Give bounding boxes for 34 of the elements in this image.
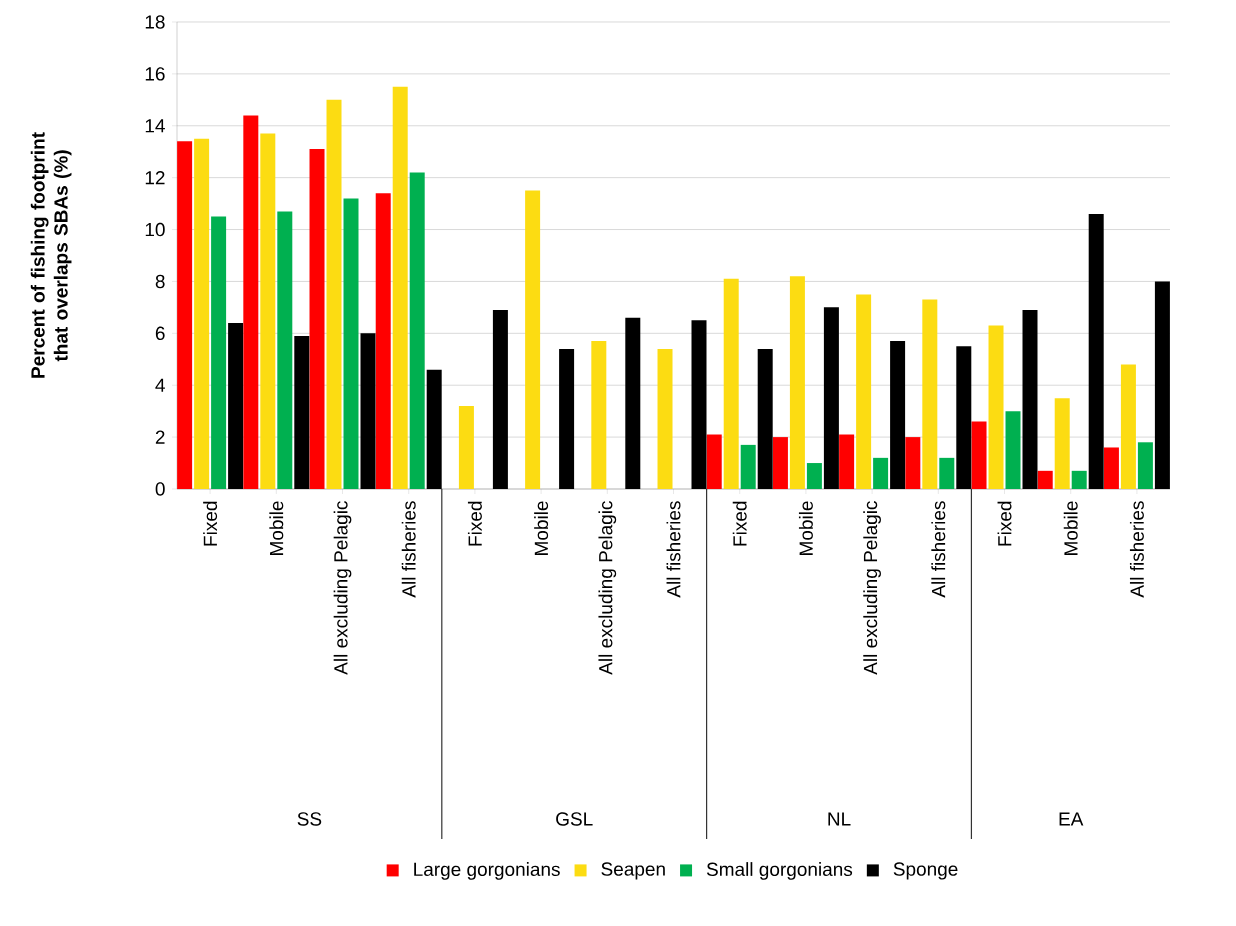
x-tick-label: Fixed xyxy=(997,501,1012,546)
y-axis-title: Percent of fishing footprint that overlaps SBAs (%) xyxy=(30,132,72,378)
y-tick-label: 14 xyxy=(145,119,165,133)
y-tick-label: 2 xyxy=(155,430,165,444)
x-tick-label: All fisheries xyxy=(401,501,416,598)
x-tick-label: All excluding Pelagic xyxy=(863,501,881,675)
text: NL xyxy=(828,812,851,826)
y-tick-label: 0 xyxy=(155,482,165,496)
y-tick-label: 6 xyxy=(155,326,165,341)
x-tick-label: All excluding Pelagic xyxy=(333,501,352,675)
y-tick-label: 16 xyxy=(145,67,165,81)
x-tick-label: All fisheries xyxy=(1129,501,1144,598)
y-tick-label: 18 xyxy=(145,15,165,29)
legend-label: Large gorgonians xyxy=(414,862,560,880)
y-tick-label: 12 xyxy=(145,171,165,185)
x-tick-label: All excluding Pelagic xyxy=(598,501,617,675)
y-tick-label: 10 xyxy=(145,222,165,237)
legend-label: Sponge xyxy=(893,862,958,880)
text: EA xyxy=(1059,812,1084,826)
x-tick-label: Fixed xyxy=(732,501,747,546)
x-tick-label: Fixed xyxy=(203,501,218,546)
x-tick-label: Fixed xyxy=(467,501,482,546)
text: GSL xyxy=(556,812,593,826)
x-tick-label: Mobile xyxy=(269,501,284,555)
y-tick-label: 4 xyxy=(155,378,165,392)
x-tick-label: All fisheries xyxy=(931,501,946,598)
x-tick-label: All fisheries xyxy=(666,501,681,598)
x-tick-label: Mobile xyxy=(534,501,549,555)
legend-label: Seapen xyxy=(601,862,665,880)
y-tick-label: 8 xyxy=(155,274,165,289)
x-tick-label: Mobile xyxy=(1063,501,1078,555)
text: SS xyxy=(297,812,322,826)
x-tick-label: Mobile xyxy=(798,501,813,555)
legend-label: Small gorgonians xyxy=(706,862,853,880)
